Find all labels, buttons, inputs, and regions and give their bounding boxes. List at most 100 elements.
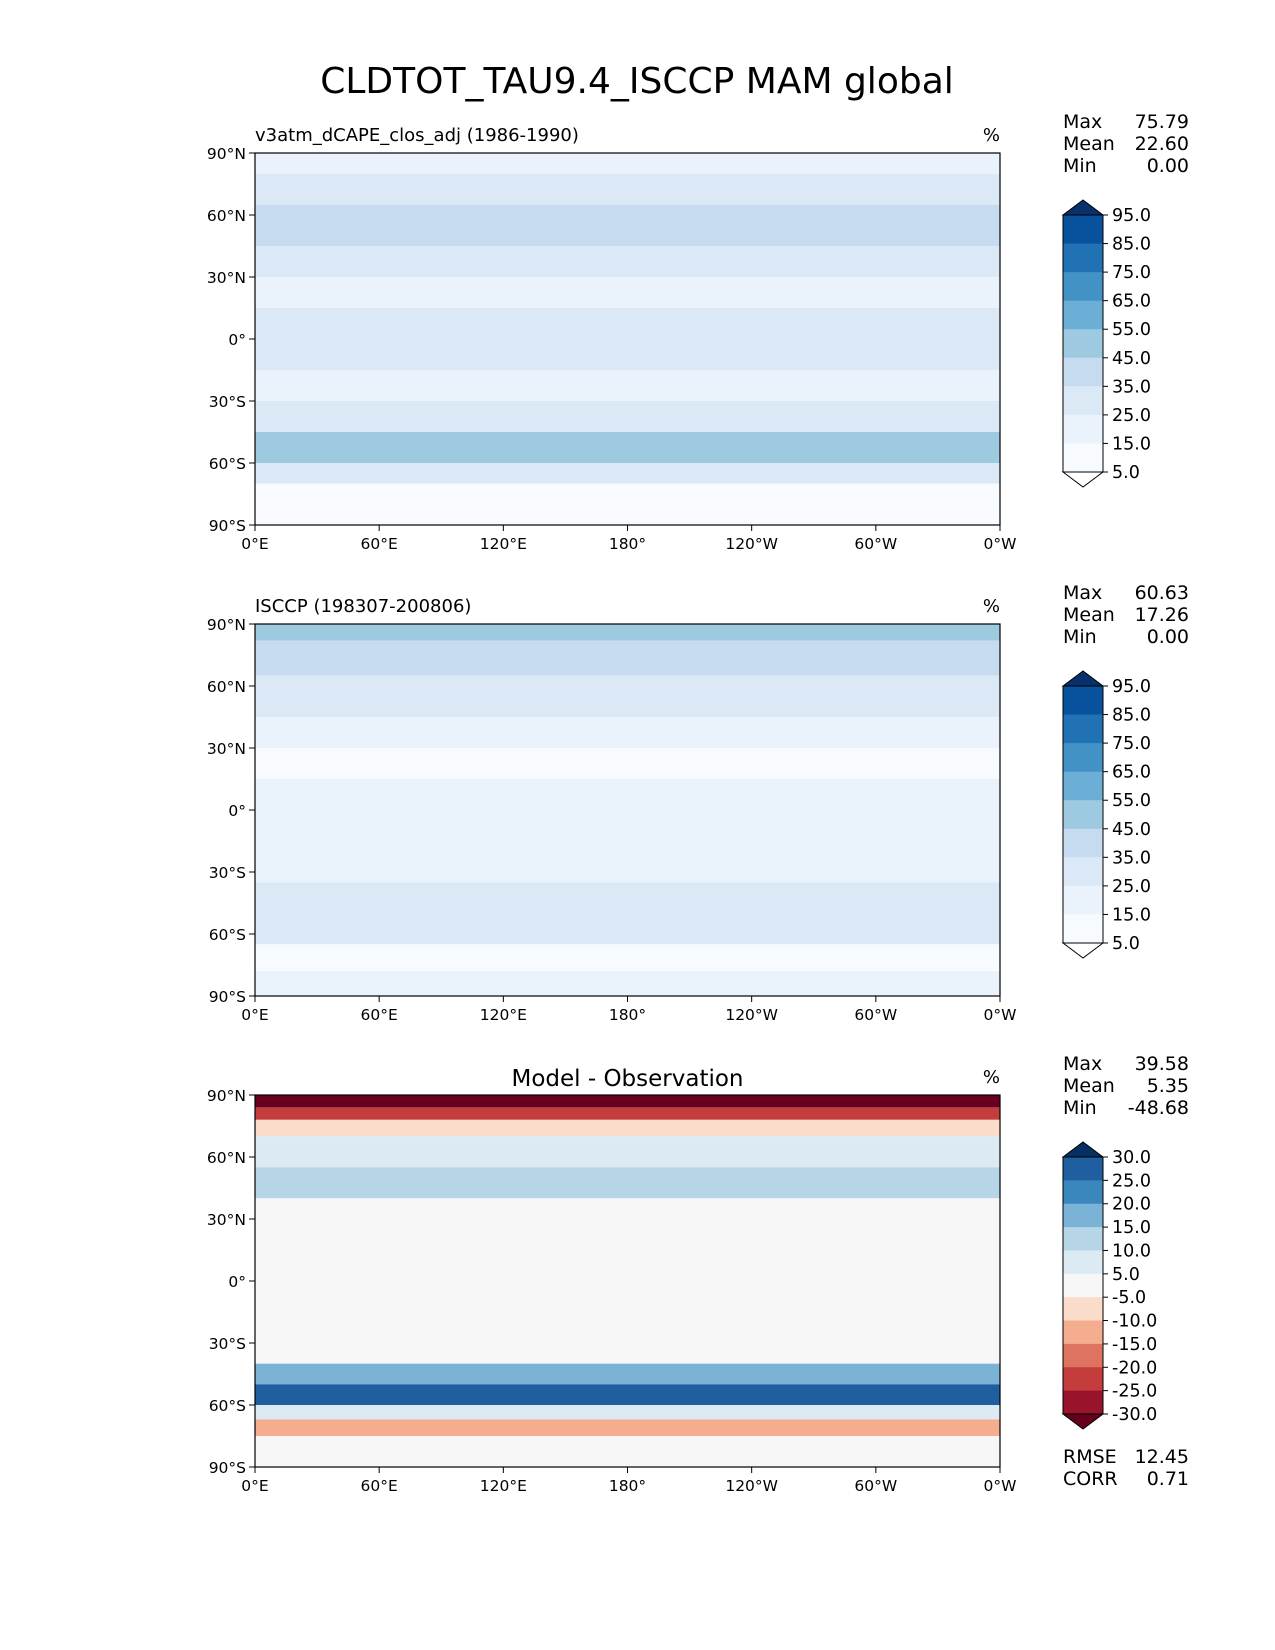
stat-value: 0.00	[1147, 626, 1189, 648]
colorbar-segment	[1063, 1227, 1103, 1251]
colorbar-tick-label: 45.0	[1112, 349, 1151, 369]
colorbar-segment	[1063, 1250, 1103, 1275]
colorbar-tick-label: 5.0	[1112, 934, 1140, 954]
colorbar-tick-label: -10.0	[1112, 1312, 1157, 1332]
colorbar-frame	[1062, 1156, 1104, 1415]
y-tick-label: 90°N	[207, 145, 246, 163]
field-band	[255, 882, 1000, 914]
stat-label: Mean	[1063, 1075, 1115, 1097]
field-band	[255, 1198, 1000, 1240]
stat-label: Min	[1063, 626, 1097, 648]
colorbar-segment	[1063, 771, 1103, 801]
y-tick-label: 30°N	[207, 1211, 246, 1229]
footer-stat-label: RMSE	[1063, 1446, 1117, 1468]
field-band	[255, 204, 1000, 246]
colorbar: 30.0 25.0 20.0 15.0 10.0 5.0 -5.0 -10.0 -15.0 -20…	[1061, 1141, 1157, 1430]
y-tick-label: 90°S	[209, 988, 246, 1006]
y-tick-label: 90°S	[209, 517, 246, 535]
panel-title: Model - Observation	[511, 1066, 743, 1092]
panel-units: %	[983, 1067, 1000, 1088]
y-tick-label: 60°N	[207, 207, 246, 225]
stat-label: Mean	[1063, 604, 1115, 626]
y-tick-label: 90°N	[207, 1087, 246, 1105]
colorbar-segment	[1063, 828, 1103, 858]
colorbar: 95.0 85.0 75.0 65.0 55.0 45.0 35.0 25.0 15.0 5.0	[1061, 670, 1151, 959]
colorbar-segment	[1063, 714, 1103, 744]
stat-label: Min	[1063, 1097, 1097, 1119]
x-tick-label: 0°E	[241, 535, 268, 553]
y-tick-label: 30°S	[209, 393, 246, 411]
stat-label: Min	[1063, 155, 1097, 177]
field-band	[255, 748, 1000, 779]
field-band	[255, 841, 1000, 883]
y-tick-label: 90°N	[207, 616, 246, 634]
x-tick-label: 60°E	[361, 535, 398, 553]
field-band	[255, 1363, 1000, 1385]
field-band	[255, 277, 1000, 308]
stat-value: -48.68	[1128, 1097, 1189, 1119]
stat-label: Max	[1063, 1053, 1102, 1075]
colorbar: 95.0 85.0 75.0 65.0 55.0 45.0 35.0 25.0 15.0 5.0	[1061, 199, 1151, 488]
field-band	[255, 640, 1000, 676]
colorbar-segment	[1063, 1343, 1103, 1368]
colorbar-segment	[1063, 1203, 1103, 1228]
field-band	[255, 246, 1000, 277]
colorbar-tick-label: 45.0	[1112, 820, 1151, 840]
field-band	[255, 173, 1000, 205]
field-band	[255, 1107, 1000, 1120]
colorbar-segment	[1063, 443, 1103, 473]
field-band	[255, 913, 1000, 945]
field-band	[255, 401, 1000, 432]
colorbar-tick-label: 95.0	[1112, 677, 1151, 697]
colorbar-segment	[1063, 885, 1103, 915]
stat-value: 60.63	[1135, 582, 1189, 604]
field-band	[255, 463, 1000, 484]
colorbar-tick-label: 15.0	[1112, 434, 1151, 454]
map-field	[255, 1095, 1000, 1467]
x-tick-label: 120°W	[725, 1006, 778, 1024]
colorbar-segment	[1063, 914, 1103, 944]
x-tick-label: 60°W	[854, 535, 897, 553]
colorbar-tick-label: -30.0	[1112, 1405, 1157, 1425]
colorbar-extend-top	[1061, 670, 1105, 687]
x-tick-label: 60°E	[361, 1477, 398, 1495]
field-band	[255, 624, 1000, 641]
panels-group: 90°N60°N30°N0°30°S60°S90°S0°E 60°E 120°E 18…	[207, 111, 1189, 1495]
x-tick-label: 120°E	[480, 1477, 527, 1495]
y-tick-label: 30°S	[209, 1335, 246, 1353]
stat-value: 39.58	[1135, 1053, 1189, 1075]
colorbar-tick-label: 55.0	[1112, 320, 1151, 340]
colorbar-segment	[1063, 215, 1103, 245]
colorbar-tick-label: 25.0	[1112, 877, 1151, 897]
colorbar-tick-label: 25.0	[1112, 406, 1151, 426]
field-band	[255, 1405, 1000, 1420]
field-band	[255, 483, 1000, 525]
x-tick-label: 0°E	[241, 1006, 268, 1024]
y-tick-label: 60°N	[207, 1149, 246, 1167]
y-tick-label: 0°	[228, 1273, 246, 1291]
panel-units: %	[983, 596, 1000, 617]
colorbar-segment	[1063, 386, 1103, 416]
colorbar-tick-label: 65.0	[1112, 763, 1151, 783]
field-band	[255, 1095, 1000, 1108]
stat-label: Mean	[1063, 133, 1115, 155]
colorbar-tick-label: 95.0	[1112, 206, 1151, 226]
field-band	[255, 944, 1000, 972]
colorbar-segment	[1063, 1390, 1103, 1415]
field-band	[255, 1384, 1000, 1405]
y-tick-label: 60°S	[209, 1397, 246, 1415]
colorbar-tick-label: -15.0	[1112, 1335, 1157, 1355]
y-tick-label: 0°	[228, 802, 246, 820]
field-band	[255, 1119, 1000, 1137]
footer-stat-value: 12.45	[1135, 1446, 1189, 1468]
colorbar-segment	[1063, 357, 1103, 387]
x-tick-label: 180°	[609, 1477, 646, 1495]
colorbar-extend-bottom	[1061, 471, 1105, 488]
panel-units: %	[983, 125, 1000, 146]
colorbar-tick-label: -25.0	[1112, 1382, 1157, 1402]
colorbar-tick-label: 5.0	[1112, 1265, 1140, 1285]
field-band	[255, 153, 1000, 174]
colorbar-tick-label: 10.0	[1112, 1241, 1151, 1261]
colorbar-segment	[1063, 1367, 1103, 1392]
x-tick-label: 0°E	[241, 1477, 268, 1495]
